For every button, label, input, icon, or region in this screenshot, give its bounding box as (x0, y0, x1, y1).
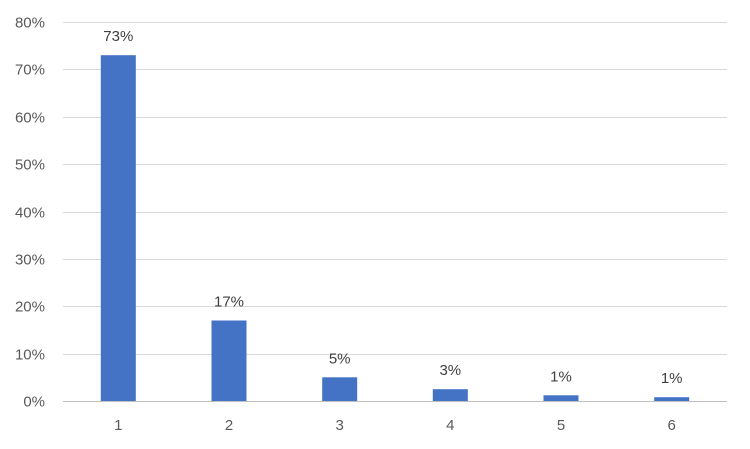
x-tick-label: 6 (668, 417, 676, 434)
x-tick-label: 3 (336, 417, 344, 434)
y-tick-label: 0% (23, 394, 45, 411)
data-label: 1% (550, 368, 572, 385)
y-tick-label: 80% (15, 15, 45, 32)
y-axis-tick-labels: 0% 10% 20% 30% 40% 50% 60% 70% 80% (15, 15, 45, 411)
x-tick-label: 2 (225, 417, 233, 434)
y-tick-label: 10% (15, 347, 45, 364)
data-labels: 73% 17% 5% 3% 1% 1% (103, 28, 682, 387)
x-tick-label: 1 (114, 417, 122, 434)
x-tick-label: 5 (557, 417, 565, 434)
data-label: 3% (439, 362, 461, 379)
bar (543, 395, 579, 401)
y-tick-label: 60% (15, 110, 45, 127)
gridlines (63, 22, 727, 402)
bar (654, 397, 690, 401)
x-tick-label: 4 (446, 417, 454, 434)
y-tick-label: 70% (15, 62, 45, 79)
bars (100, 55, 690, 401)
y-tick-label: 50% (15, 157, 45, 174)
y-tick-label: 30% (15, 252, 45, 269)
x-axis-tick-labels: 1 2 3 4 5 6 (114, 417, 676, 434)
data-label: 1% (661, 370, 683, 387)
data-label: 73% (103, 28, 133, 45)
bar (432, 389, 468, 401)
bar (100, 55, 136, 401)
y-tick-label: 20% (15, 299, 45, 316)
data-label: 5% (329, 350, 351, 367)
data-label: 17% (214, 294, 244, 311)
bar (211, 320, 247, 401)
bar (322, 377, 358, 401)
y-tick-label: 40% (15, 205, 45, 222)
